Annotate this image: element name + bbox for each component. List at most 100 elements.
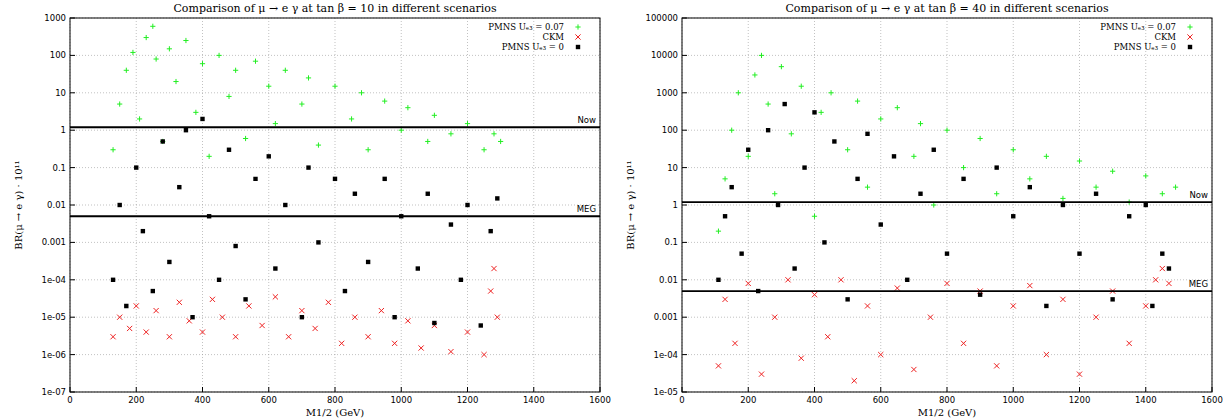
point — [1011, 214, 1015, 218]
point — [865, 303, 870, 308]
point — [217, 278, 221, 282]
point — [366, 147, 371, 152]
point — [353, 192, 357, 196]
annotation: Now — [577, 115, 596, 125]
point — [879, 222, 883, 226]
point — [130, 50, 135, 55]
tick — [682, 92, 687, 93]
point — [789, 131, 794, 136]
point — [273, 294, 278, 299]
point — [918, 192, 922, 196]
tick-label: 1e-07 — [41, 387, 66, 397]
tick — [682, 205, 687, 206]
point — [961, 177, 965, 181]
point — [838, 277, 843, 282]
point — [911, 154, 916, 159]
series — [716, 102, 1171, 308]
point — [878, 116, 883, 121]
grid-line — [70, 317, 600, 318]
point — [865, 185, 870, 190]
grid-line — [335, 18, 336, 392]
point — [495, 315, 500, 320]
point — [253, 59, 258, 64]
point — [286, 334, 291, 339]
point — [200, 61, 205, 66]
point — [465, 203, 469, 207]
point — [1153, 277, 1158, 282]
legend-marker — [1187, 24, 1192, 29]
tick — [1079, 387, 1080, 392]
tick — [202, 387, 203, 392]
point — [419, 345, 424, 350]
x-axis-label: M1/2 (GeV) — [306, 407, 365, 418]
point — [333, 177, 337, 181]
point — [117, 203, 121, 207]
point — [190, 315, 194, 319]
tick — [682, 55, 687, 56]
point — [723, 214, 727, 218]
point — [825, 334, 830, 339]
point — [855, 177, 859, 181]
point — [273, 266, 277, 270]
tick-label: 0.01 — [659, 275, 678, 285]
point — [137, 116, 142, 121]
series — [111, 117, 500, 328]
tick — [682, 130, 687, 131]
point — [382, 98, 387, 103]
point — [432, 321, 436, 325]
point — [332, 84, 337, 89]
tick-label: 1600 — [589, 395, 611, 405]
point — [1110, 169, 1115, 174]
legend-marker — [1188, 45, 1192, 49]
point — [812, 214, 817, 219]
point — [151, 289, 155, 293]
point — [306, 75, 311, 80]
point — [273, 121, 278, 126]
title: Comparison of μ → e γ at tan β = 10 in d… — [173, 2, 497, 15]
point — [349, 116, 354, 121]
point — [782, 102, 786, 106]
tick-label: 600 — [261, 395, 277, 405]
point — [379, 308, 384, 313]
legend-marker — [1187, 34, 1192, 39]
point — [481, 352, 486, 357]
tick — [682, 242, 687, 243]
point — [752, 72, 757, 77]
tick — [533, 387, 534, 392]
y-axis-label: BR(μ → e γ) · 10¹¹ — [625, 160, 636, 249]
point — [134, 165, 138, 169]
tick — [70, 92, 75, 93]
tick-label: 1e-06 — [41, 350, 66, 360]
point — [154, 308, 159, 313]
point — [1044, 154, 1049, 159]
legend-label: PMNS Uₑ₃ = 0 — [502, 42, 564, 52]
tick-label: 0 — [679, 395, 684, 405]
point — [729, 185, 733, 189]
point — [495, 196, 499, 200]
series — [716, 266, 1172, 383]
point — [448, 131, 453, 136]
tick — [682, 279, 687, 280]
point — [812, 110, 816, 114]
legend-label: PMNS Uₑ₃ = 0.07 — [488, 22, 564, 32]
grid-line — [748, 18, 749, 392]
point — [1160, 251, 1164, 255]
series — [110, 24, 503, 159]
point — [1160, 266, 1165, 271]
point — [716, 278, 720, 282]
point — [772, 315, 777, 320]
point — [405, 318, 410, 323]
point — [1011, 147, 1016, 152]
grid-line — [202, 18, 203, 392]
point — [127, 326, 132, 331]
tick-label: 1000 — [656, 88, 678, 98]
point — [233, 244, 237, 248]
grid-line — [1013, 18, 1014, 392]
point — [405, 105, 410, 110]
point — [878, 352, 883, 357]
point — [448, 349, 453, 354]
point — [141, 229, 145, 233]
tick-label: 0.001 — [654, 312, 678, 322]
legend-label: PMNS Uₑ₃ = 0.07 — [1100, 22, 1176, 32]
grid-line — [880, 18, 881, 392]
